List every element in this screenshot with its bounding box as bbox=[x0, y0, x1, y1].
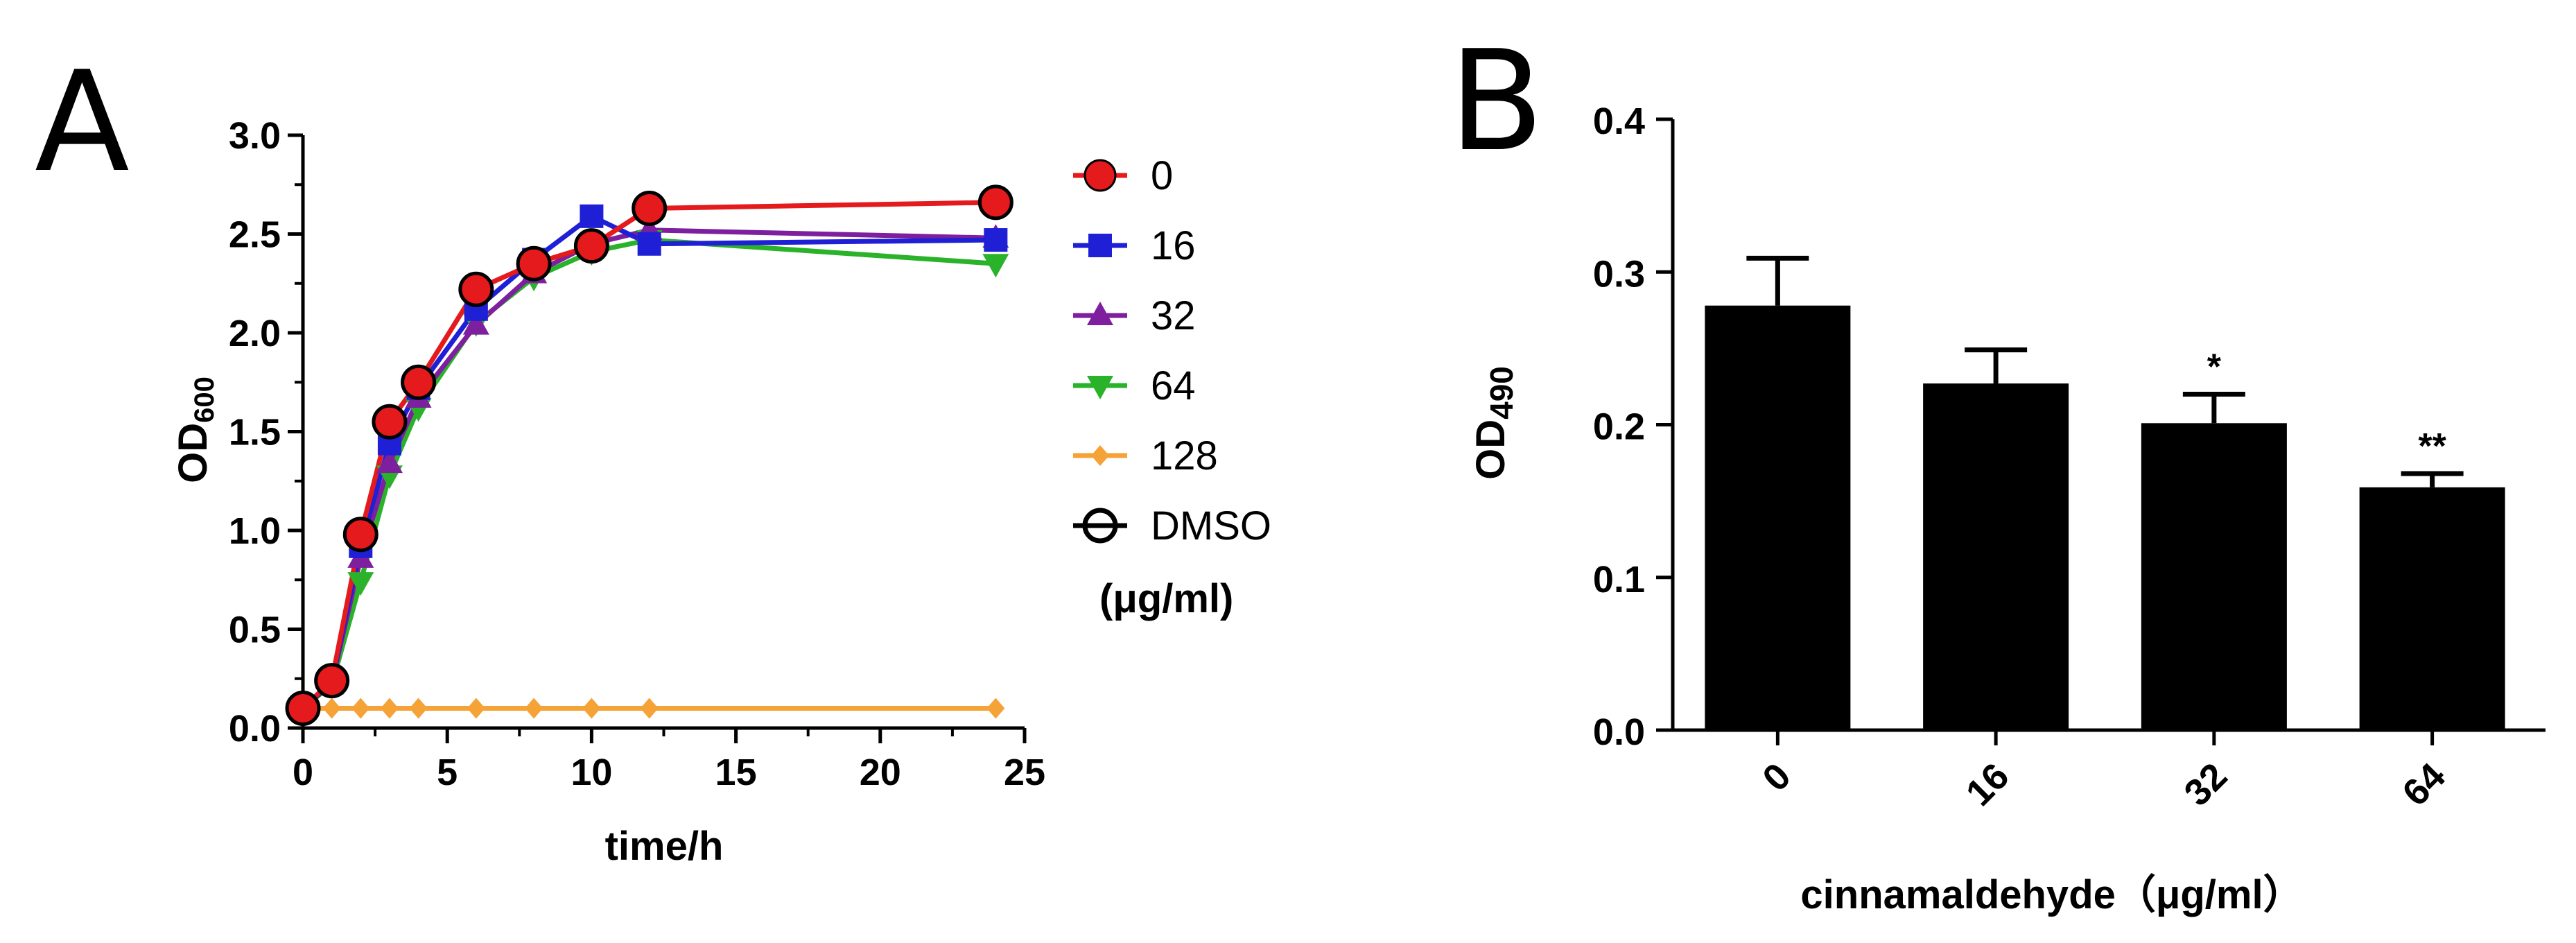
b-bar-64 bbox=[2359, 487, 2505, 730]
a-point-series-128 bbox=[582, 698, 601, 719]
a-y-tick-label: 2.5 bbox=[229, 214, 281, 256]
a-point-series-128 bbox=[525, 698, 543, 719]
a-point-series-64 bbox=[982, 254, 1009, 278]
b-y-tick-label: 0.4 bbox=[1593, 101, 1645, 142]
a-x-tick-label: 0 bbox=[293, 752, 313, 793]
a-legend-label-0: 0 bbox=[1151, 153, 1173, 198]
a-point-series-0 bbox=[315, 664, 349, 698]
a-y-tick-label: 3.0 bbox=[229, 115, 281, 157]
panel-b-letter: B bbox=[1449, 21, 1544, 182]
a-legend-marker-32 bbox=[1087, 302, 1113, 325]
a-y-tick-label: 1.0 bbox=[229, 510, 281, 552]
a-line-series-32 bbox=[301, 227, 996, 711]
a-legend-marker-64 bbox=[1087, 376, 1113, 399]
a-point-series-128 bbox=[351, 698, 370, 719]
a-legend-label-16: 16 bbox=[1151, 223, 1196, 268]
a-point-series-128 bbox=[986, 698, 1005, 719]
b-significance-32: * bbox=[2207, 347, 2222, 387]
a-legend-label-64: 64 bbox=[1151, 363, 1196, 408]
a-legend-marker-128 bbox=[1091, 445, 1109, 466]
a-point-series-128 bbox=[640, 698, 659, 719]
a-legend-label-dmso: DMSO bbox=[1151, 503, 1271, 548]
b-x-tick-label: 16 bbox=[1958, 755, 2017, 814]
a-x-tick-label: 5 bbox=[437, 752, 458, 793]
svg-text:OD600: OD600 bbox=[171, 377, 220, 483]
a-point-series-16 bbox=[637, 232, 661, 256]
panel-a-letter: A bbox=[35, 42, 130, 203]
a-x-tick-label: 15 bbox=[715, 752, 757, 793]
a-y-tick-label: 0.5 bbox=[229, 609, 281, 651]
a-legend-label-128: 128 bbox=[1151, 433, 1218, 478]
b-bar-16 bbox=[1923, 383, 2069, 730]
a-y-axis-title: OD600 bbox=[171, 377, 220, 483]
a-point-series-0 bbox=[575, 230, 608, 263]
b-y-axis-title-sub: 490 bbox=[1483, 366, 1520, 419]
b-x-tick-label: 0 bbox=[1755, 755, 1799, 799]
b-y-tick-label: 0.1 bbox=[1593, 559, 1645, 600]
a-point-series-16 bbox=[984, 228, 1008, 252]
a-point-series-128 bbox=[467, 698, 485, 719]
b-bar-0 bbox=[1705, 305, 1851, 731]
a-x-tick-label: 10 bbox=[571, 752, 612, 793]
a-series-markers bbox=[285, 184, 1013, 726]
b-x-axis-title: cinnamaldehyde（μg/ml） bbox=[1800, 872, 2303, 917]
a-point-series-32 bbox=[376, 449, 403, 474]
a-point-series-32 bbox=[462, 311, 489, 335]
a-legend-marker-16 bbox=[1088, 234, 1112, 257]
a-point-series-0 bbox=[402, 365, 435, 399]
a-legend-unit: (μg/ml) bbox=[1099, 576, 1233, 621]
b-significance-64: ** bbox=[2418, 426, 2446, 467]
panel-b: B 0.0 0.1 0.2 0.3 0.4 0 16 32 * 64 ** cinnamaldeh… bbox=[1449, 21, 2545, 917]
a-point-series-0 bbox=[460, 272, 493, 306]
a-point-series-0 bbox=[517, 247, 550, 280]
a-line-series-0 bbox=[301, 200, 996, 711]
a-y-tick-label: 2.0 bbox=[229, 313, 281, 354]
a-axes: 0.0 0.5 1.0 1.5 2.0 2.5 3.0 0 5 10 15 20 25 bbox=[229, 115, 1045, 793]
panel-a: A 0.0 0.5 1.0 1.5 2.0 2.5 3.0 0 5 10 15 20 25 0 16 32 6… bbox=[35, 42, 1271, 869]
b-y-tick-label: 0.3 bbox=[1593, 253, 1645, 295]
a-point-series-128 bbox=[322, 698, 341, 719]
a-point-series-64 bbox=[347, 572, 374, 596]
b-y-axis-title: OD490 bbox=[1468, 366, 1520, 480]
a-x-tick-label: 25 bbox=[1004, 752, 1045, 793]
a-x-tick-label: 20 bbox=[860, 752, 901, 793]
b-x-tick-label: 64 bbox=[2394, 755, 2453, 814]
a-legend: 0 16 32 64 128 DMSO (μg/ml) bbox=[1073, 153, 1271, 621]
a-legend-label-32: 32 bbox=[1151, 293, 1196, 338]
b-y-axis-title-main: OD bbox=[1468, 419, 1513, 480]
b-y-tick-label: 0.2 bbox=[1593, 406, 1645, 448]
a-line-series-64 bbox=[301, 237, 996, 711]
svg-text:OD490: OD490 bbox=[1468, 366, 1520, 480]
b-x-tick-label: 32 bbox=[2176, 755, 2235, 814]
a-x-axis-title: time/h bbox=[605, 824, 724, 869]
b-y-tick-label: 0.0 bbox=[1593, 711, 1645, 753]
a-point-series-0 bbox=[373, 405, 406, 438]
a-y-axis-title-sub: 600 bbox=[189, 377, 220, 423]
a-point-series-16 bbox=[580, 204, 604, 228]
a-line-series-16 bbox=[301, 214, 996, 711]
a-y-tick-label: 0.0 bbox=[229, 708, 281, 750]
a-point-series-0 bbox=[633, 191, 666, 225]
a-point-series-0 bbox=[286, 692, 320, 725]
a-point-series-128 bbox=[380, 698, 399, 719]
a-series-lines bbox=[301, 200, 996, 711]
a-point-series-128 bbox=[409, 698, 428, 719]
a-y-axis-title-main: OD bbox=[171, 423, 216, 483]
a-y-tick-label: 1.5 bbox=[229, 412, 281, 453]
b-bar-32 bbox=[2141, 423, 2287, 730]
a-legend-marker-dmso bbox=[1082, 508, 1118, 544]
a-point-series-0 bbox=[344, 518, 377, 551]
a-point-series-0 bbox=[979, 186, 1012, 219]
a-legend-marker-0 bbox=[1084, 159, 1117, 192]
